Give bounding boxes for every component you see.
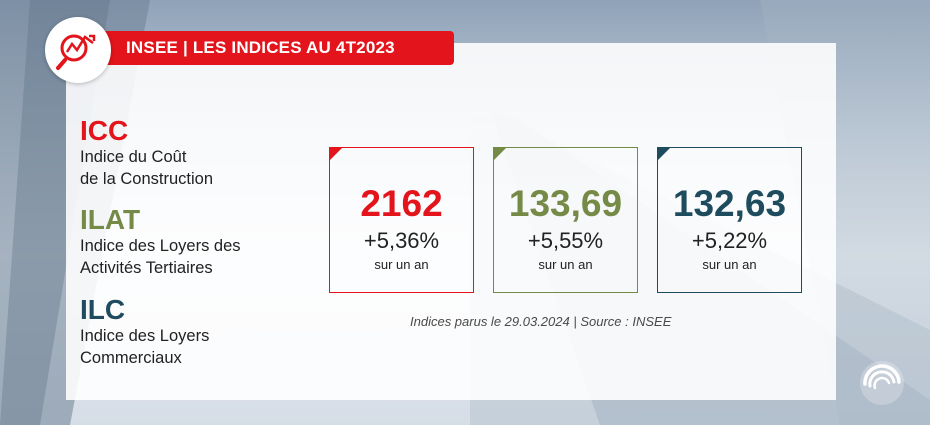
card-ilc: 132,63 +5,22% sur un an [657, 147, 802, 293]
card-icc: 2162 +5,36% sur un an [329, 147, 474, 293]
card-change: +5,22% [691, 228, 768, 253]
chart-magnifier-icon [45, 17, 111, 83]
index-desc-line2: Commerciaux [80, 349, 182, 367]
card-period: sur un an [702, 257, 757, 272]
source-note: Indices parus le 29.03.2024 | Source : I… [410, 314, 672, 329]
index-desc-line1: Indice des Loyers des [80, 237, 241, 255]
content-panel [66, 43, 836, 400]
corner-marker [329, 147, 343, 161]
card-period: sur un an [538, 257, 593, 272]
card-period: sur un an [374, 257, 429, 272]
index-icc: ICC Indice du Coût de la Construction [80, 116, 213, 190]
card-change: +5,55% [527, 228, 604, 253]
index-ilc: ILC Indice des Loyers Commerciaux [80, 295, 209, 369]
corner-marker [493, 147, 507, 161]
header-title: INSEE | LES INDICES AU 4T2023 [88, 31, 454, 65]
index-abbr: ICC [80, 115, 129, 146]
index-desc-line1: Indice du Coût [80, 148, 187, 166]
index-desc-line2: de la Construction [80, 170, 213, 188]
card-value: 133,69 [508, 183, 623, 224]
card-value: 132,63 [672, 183, 787, 224]
index-abbr: ILAT [80, 204, 141, 235]
corner-marker [657, 147, 671, 161]
index-desc-line1: Indice des Loyers [80, 327, 210, 345]
index-abbr: ILC [80, 294, 126, 325]
swirl-logo-icon [857, 358, 907, 408]
card-ilat: 133,69 +5,55% sur un an [493, 147, 638, 293]
index-desc-line2: Activités Tertiaires [80, 259, 213, 277]
card-change: +5,36% [363, 228, 440, 253]
card-value: 2162 [360, 183, 443, 224]
index-ilat: ILAT Indice des Loyers des Activités Ter… [80, 205, 241, 279]
